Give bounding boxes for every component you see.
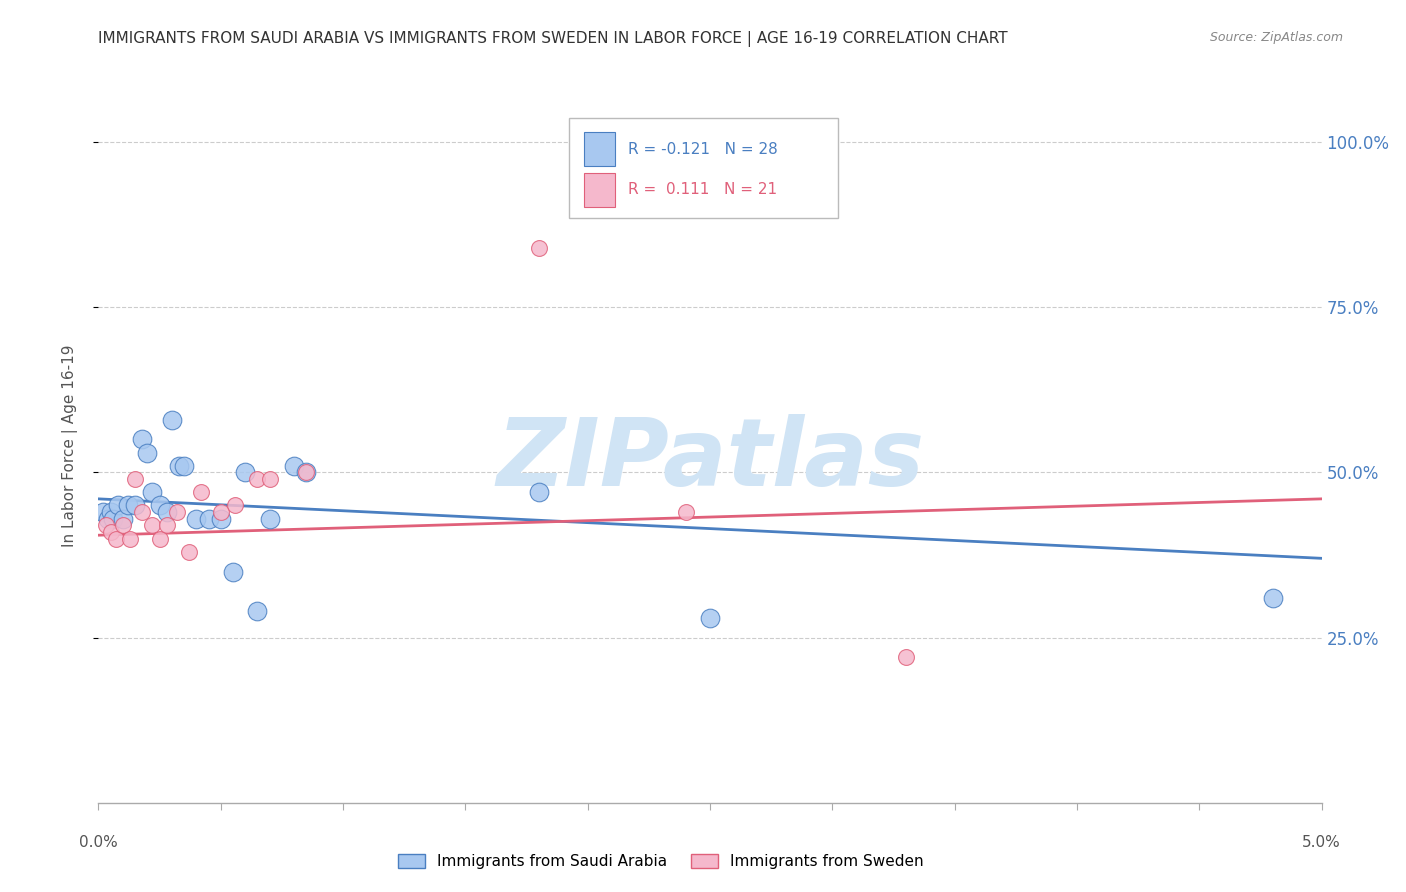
FancyBboxPatch shape	[583, 173, 614, 207]
Point	[141, 518, 163, 533]
Point	[527, 485, 550, 500]
Point	[222, 565, 245, 579]
Point	[197, 511, 219, 525]
Text: 5.0%: 5.0%	[1302, 836, 1341, 850]
Point	[186, 511, 208, 525]
Point	[246, 604, 269, 618]
Point	[111, 518, 134, 533]
Point	[224, 499, 246, 513]
Point	[149, 532, 172, 546]
Point	[94, 518, 117, 533]
Point	[136, 445, 159, 459]
Point	[699, 611, 721, 625]
Point	[209, 511, 232, 525]
Point	[166, 505, 188, 519]
Point	[104, 532, 127, 546]
Point	[675, 505, 697, 519]
Point	[111, 511, 134, 525]
Point	[190, 485, 212, 500]
Point	[295, 466, 318, 480]
Point	[259, 511, 281, 525]
Point	[177, 545, 200, 559]
Y-axis label: In Labor Force | Age 16-19: In Labor Force | Age 16-19	[62, 344, 77, 548]
Point	[156, 505, 179, 519]
Legend: Immigrants from Saudi Arabia, Immigrants from Sweden: Immigrants from Saudi Arabia, Immigrants…	[392, 848, 929, 875]
Point	[894, 650, 917, 665]
Text: ZIPatlas: ZIPatlas	[496, 414, 924, 507]
Point	[1261, 591, 1284, 605]
Text: Source: ZipAtlas.com: Source: ZipAtlas.com	[1209, 31, 1343, 45]
Point	[91, 505, 114, 519]
Text: R = -0.121   N = 28: R = -0.121 N = 28	[628, 142, 778, 157]
Point	[233, 466, 256, 480]
Point	[107, 499, 129, 513]
Point	[131, 505, 153, 519]
Point	[97, 511, 120, 525]
Point	[101, 511, 124, 525]
Text: IMMIGRANTS FROM SAUDI ARABIA VS IMMIGRANTS FROM SWEDEN IN LABOR FORCE | AGE 16-1: IMMIGRANTS FROM SAUDI ARABIA VS IMMIGRAN…	[98, 31, 1008, 47]
Point	[295, 466, 318, 480]
Point	[124, 472, 146, 486]
Text: R =  0.111   N = 21: R = 0.111 N = 21	[628, 182, 778, 197]
Point	[141, 485, 163, 500]
Point	[149, 499, 172, 513]
Point	[124, 499, 146, 513]
Point	[527, 241, 550, 255]
Point	[209, 505, 232, 519]
Point	[120, 532, 142, 546]
Point	[167, 458, 190, 473]
FancyBboxPatch shape	[569, 118, 838, 218]
Point	[100, 524, 122, 539]
Text: 0.0%: 0.0%	[79, 836, 118, 850]
Point	[173, 458, 195, 473]
Point	[259, 472, 281, 486]
Point	[100, 505, 122, 519]
Point	[156, 518, 179, 533]
Point	[117, 499, 139, 513]
Point	[160, 412, 183, 426]
Point	[246, 472, 269, 486]
Point	[283, 458, 305, 473]
Point	[131, 433, 153, 447]
FancyBboxPatch shape	[583, 132, 614, 166]
